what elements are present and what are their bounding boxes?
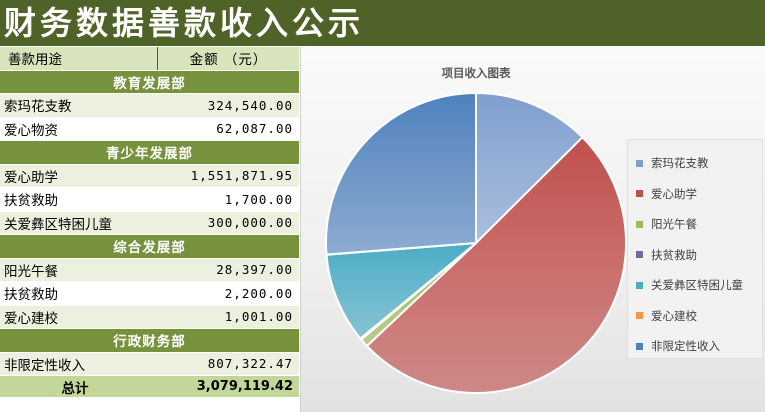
- legend-entry: 关爱彝区特困儿童: [636, 277, 743, 293]
- section-header: 青少年发展部: [0, 141, 299, 165]
- row-amount: 1,551,871.95: [190, 168, 293, 184]
- legend-label: 索玛花支教: [651, 156, 709, 170]
- legend-entry: 爱心助学: [636, 186, 697, 202]
- legend-label: 阳光午餐: [651, 217, 697, 231]
- total-amount: 3,079,119.42: [196, 379, 293, 394]
- legend-swatch: [636, 342, 643, 350]
- row-label: 阳光午餐: [4, 263, 58, 280]
- row-amount: 1,700.00: [224, 191, 293, 207]
- legend-label: 爱心助学: [651, 186, 697, 201]
- legend-entry: 爱心建校: [636, 308, 697, 324]
- legend-swatch: [636, 190, 643, 197]
- legend-label: 爱心建校: [651, 308, 697, 323]
- legend-swatch: [636, 312, 643, 319]
- legend-entry: 索玛花支教: [636, 155, 709, 171]
- pie-slice: [475, 91, 584, 246]
- legend-swatch: [636, 281, 643, 289]
- legend-swatch: [636, 220, 643, 228]
- row-label: 爱心建校: [4, 310, 58, 327]
- table-row: 阳光午餐 28,397.00: [0, 258, 299, 282]
- legend-swatch: [636, 159, 643, 167]
- row-amount: 62,087.00: [216, 121, 293, 137]
- row-amount: 807,322.47: [207, 356, 293, 372]
- legend-label: 非限定性收入: [651, 339, 720, 353]
- legend-entry: 扶贫救助: [636, 247, 697, 263]
- section-header: 教育发展部: [0, 70, 299, 94]
- amount-column-header: 金额 （元）: [189, 52, 268, 69]
- row-amount: 2,200.00: [224, 285, 293, 301]
- row-label: 爱心助学: [4, 169, 58, 186]
- pie-chart-area[interactable]: 项目收入图表 索玛花支教爱心助学阳光午餐扶贫救助关爱彝区特困儿童 爱心建校非限定性…: [300, 47, 765, 412]
- table-row: 非限定性收入 807,322.47: [0, 352, 299, 376]
- legend-entry: 阳光午餐: [636, 216, 697, 232]
- table-row: 索玛花支教 324,540.00: [0, 94, 299, 118]
- row-label: 扶贫救助: [4, 193, 58, 210]
- row-label: 爱心物资: [4, 122, 58, 139]
- table-header: 善款用途 金额 （元）: [0, 47, 299, 71]
- row-label: 索玛花支教: [4, 99, 72, 116]
- legend-entry: 非限定性收入: [636, 338, 720, 354]
- row-amount: 28,397.00: [216, 262, 293, 278]
- legend-swatch: [636, 251, 643, 258]
- table-row: 爱心物资 62,087.00: [0, 117, 299, 141]
- row-amount: 324,540.00: [207, 97, 293, 113]
- section-header: 综合发展部: [0, 235, 299, 259]
- total-label: 总计: [61, 380, 89, 397]
- table-row: 关爱彝区特困儿童 300,000.00: [0, 211, 299, 235]
- legend-label: 扶贫救助: [651, 247, 697, 262]
- table-row: 扶贫救助 1,700.00: [0, 188, 299, 212]
- pie-slice: [365, 135, 627, 395]
- row-amount: 300,000.00: [207, 215, 293, 231]
- row-label: 关爱彝区特困儿童: [4, 216, 112, 233]
- total-row: 总计 3,079,119.42: [0, 376, 299, 398]
- row-amount: 1,001.00: [224, 309, 293, 325]
- table-row: 爱心助学 1,551,871.95: [0, 164, 299, 188]
- income-table: 善款用途 金额 （元） 教育发展部 索玛花支教 324,540.00 爱心物资 …: [0, 47, 299, 398]
- pie-slice: [325, 241, 480, 340]
- row-label: 非限定性收入: [4, 357, 85, 374]
- legend-label: 关爱彝区特困儿童: [651, 278, 743, 292]
- pie-chart: [325, 91, 627, 395]
- page-title: 财务数据善款收入公示: [0, 0, 765, 46]
- table-row: 爱心建校 1,001.00: [0, 305, 299, 329]
- table-row: 扶贫救助 2,200.00: [0, 282, 299, 306]
- chart-legend: 索玛花支教爱心助学阳光午餐扶贫救助关爱彝区特困儿童 爱心建校非限定性收入: [627, 139, 763, 359]
- chart-title: 项目收入图表: [441, 66, 511, 80]
- row-label: 扶贫救助: [4, 287, 58, 304]
- purpose-column-header: 善款用途: [0, 47, 158, 70]
- pie-slice: [325, 91, 477, 256]
- section-header: 行政财务部: [0, 329, 299, 353]
